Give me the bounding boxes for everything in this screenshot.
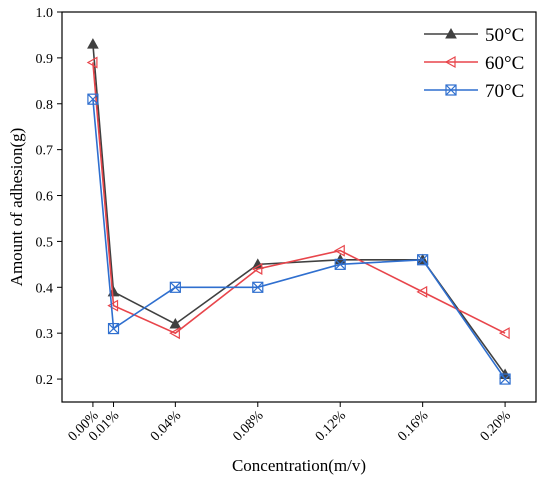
x-tick-label: 0.12% bbox=[313, 408, 349, 444]
legend-item: 50°C bbox=[424, 25, 524, 46]
data-point bbox=[251, 262, 263, 275]
data-point bbox=[107, 322, 120, 335]
y-axis: 0.2 0.3 0.4 0.5 0.6 0.7 0.8 0.9 1.0 bbox=[36, 6, 62, 388]
data-point bbox=[445, 27, 457, 39]
legend-label: 70°C bbox=[485, 81, 524, 102]
y-tick-label: 0.3 bbox=[36, 327, 54, 342]
legend-label: 60°C bbox=[485, 53, 524, 74]
plot-frame bbox=[61, 11, 537, 403]
y-tick-label: 0.2 bbox=[36, 373, 54, 388]
data-point bbox=[107, 299, 119, 312]
data-point bbox=[445, 84, 457, 96]
data-point bbox=[252, 281, 264, 293]
series-line bbox=[92, 99, 506, 380]
series-70°C bbox=[87, 93, 511, 385]
legend-item: 60°C bbox=[424, 53, 524, 74]
legend: 50°C 60°C 70°C bbox=[424, 25, 524, 102]
data-point bbox=[169, 317, 182, 329]
x-tick-label: 0.16% bbox=[395, 408, 431, 444]
data-point bbox=[87, 38, 99, 49]
data-point bbox=[86, 56, 98, 69]
series-line bbox=[92, 62, 506, 335]
series-60°C bbox=[86, 56, 510, 340]
y-tick-label: 0.6 bbox=[36, 190, 54, 205]
data-point bbox=[169, 281, 181, 293]
legend-item: 70°C bbox=[424, 81, 524, 102]
y-tick-label: 0.4 bbox=[36, 281, 54, 296]
data-point bbox=[87, 93, 99, 105]
x-axis: 0.00%0.01% 0.04% 0.08% 0.12% 0.16% 0.20% bbox=[66, 402, 514, 444]
x-tick-label: 0.04% bbox=[148, 408, 184, 444]
data-point bbox=[169, 327, 180, 340]
y-tick-label: 0.8 bbox=[36, 98, 54, 113]
data-point bbox=[499, 373, 511, 385]
y-tick-label: 0.7 bbox=[36, 144, 54, 159]
data-point bbox=[498, 327, 510, 340]
x-tick-label: 0.08% bbox=[230, 408, 266, 444]
series-layer bbox=[86, 38, 511, 385]
data-point bbox=[334, 258, 346, 270]
y-tick-label: 0.5 bbox=[36, 235, 54, 250]
data-point bbox=[444, 55, 456, 69]
data-point bbox=[333, 244, 345, 257]
data-point bbox=[417, 254, 429, 266]
y-axis-title: Amount of adhesion(g) bbox=[7, 128, 26, 287]
legend-label: 50°C bbox=[485, 25, 524, 46]
series-line bbox=[92, 44, 506, 375]
y-tick-label: 0.9 bbox=[36, 52, 54, 67]
x-axis-title: Concentration(m/v) bbox=[232, 456, 366, 475]
x-tick-label: 0.20% bbox=[478, 408, 514, 444]
y-tick-label: 1.0 bbox=[36, 6, 54, 21]
data-point bbox=[416, 285, 428, 298]
